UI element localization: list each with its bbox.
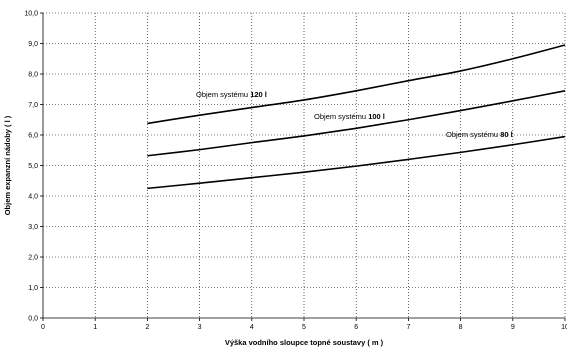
- x-tick-label: 0: [41, 324, 45, 331]
- series-label-100: Objem systému 100 l: [314, 112, 385, 121]
- series-line-120: [147, 44, 566, 125]
- y-tick-label: 6,0: [28, 133, 38, 140]
- series-label-value: 100 l: [368, 112, 385, 121]
- y-tick-label: 3,0: [28, 224, 38, 231]
- x-axis-title: Výška vodního sloupce topné soustavy ( m…: [225, 338, 384, 347]
- y-tick-label: 7,0: [28, 102, 38, 109]
- series-label-value: 120 l: [250, 90, 267, 99]
- y-tick-label: 2,0: [28, 255, 38, 262]
- x-tick-label: 8: [459, 324, 463, 331]
- x-tick-label: 4: [250, 324, 254, 331]
- y-tick-label: 0,0: [28, 316, 38, 323]
- x-tick-label: 10: [561, 324, 567, 331]
- x-tick-label: 1: [93, 324, 97, 331]
- y-tick-label: 1,0: [28, 285, 38, 292]
- series-label-value: 80 l: [500, 130, 513, 139]
- series-label-text: Objem systému: [446, 130, 500, 139]
- x-tick-label: 3: [198, 324, 202, 331]
- x-tick-label: 7: [406, 324, 410, 331]
- grid: [43, 12, 566, 318]
- x-tick-labels: 0 1 2 3 4 5 6 7 8 9 10: [41, 324, 567, 331]
- series-label-text: Objem systému: [196, 90, 250, 99]
- x-tick-label: 2: [145, 324, 149, 331]
- series-lines: [147, 44, 566, 190]
- y-tick-labels: 0,0 1,0 2,0 3,0 4,0 5,0 6,0 7,0 8,0 9,0 10,0: [24, 11, 38, 323]
- y-axis-title: Objem expanzní nádoby ( l ): [3, 115, 12, 215]
- series-label-text: Objem systému: [314, 112, 368, 121]
- series-label-80: Objem systému 80 l: [446, 130, 513, 139]
- y-tick-label: 10,0: [24, 11, 38, 18]
- y-tick-label: 4,0: [28, 194, 38, 201]
- series-label-120: Objem systému 120 l: [196, 90, 267, 99]
- x-tick-label: 6: [354, 324, 358, 331]
- y-tick-label: 9,0: [28, 41, 38, 48]
- series-line-80: [147, 135, 566, 190]
- y-tick-label: 8,0: [28, 72, 38, 79]
- x-tick-label: 5: [302, 324, 306, 331]
- series-line-100: [147, 89, 566, 157]
- x-tick-label: 9: [511, 324, 515, 331]
- y-tick-label: 5,0: [28, 163, 38, 170]
- axes: [40, 12, 566, 321]
